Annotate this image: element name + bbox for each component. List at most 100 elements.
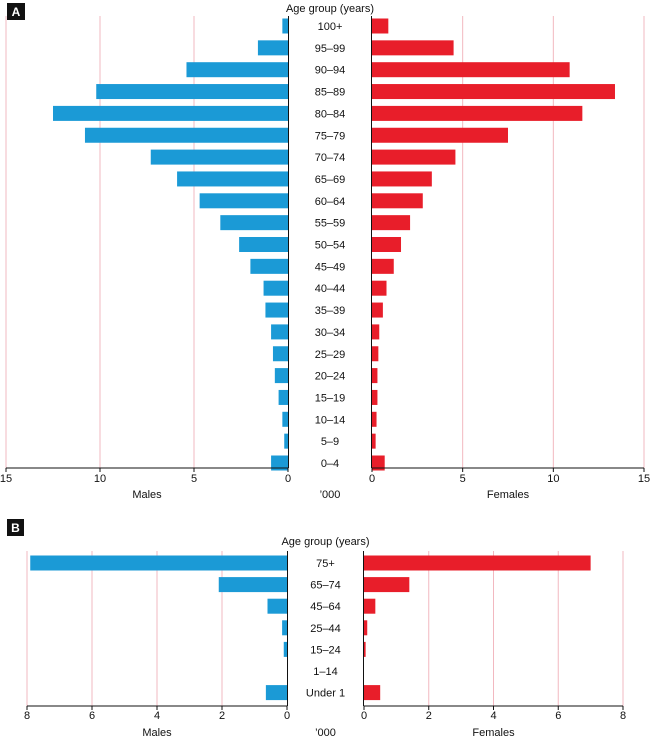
panel-badge-label: A — [12, 5, 21, 19]
bar-females — [372, 127, 508, 143]
bar-males — [274, 368, 288, 384]
bar-females — [372, 40, 454, 56]
category-label: 20–24 — [315, 371, 346, 383]
category-label: 75–79 — [315, 130, 346, 142]
category-label: 0–4 — [321, 458, 339, 470]
bar-males — [220, 215, 288, 231]
category-label: 40–44 — [315, 283, 346, 295]
tick-label-left: 15 — [0, 473, 12, 485]
bar-females — [364, 577, 410, 593]
bar-females — [372, 193, 423, 209]
bar-females — [364, 641, 366, 657]
tick-label-right: 2 — [426, 710, 432, 722]
panel-badge — [7, 519, 24, 536]
category-label: 10–14 — [315, 414, 346, 426]
tick-label-left: 8 — [24, 710, 30, 722]
panel-badge — [7, 3, 25, 20]
bar-males — [284, 433, 288, 449]
bar-females — [372, 62, 570, 78]
tick-label-right: 15 — [638, 473, 650, 485]
category-label: 50–54 — [315, 240, 346, 252]
bar-females — [364, 685, 381, 701]
bar-males — [267, 598, 287, 614]
category-label: 15–19 — [315, 392, 346, 404]
bar-males — [278, 389, 288, 405]
bar-females — [372, 84, 615, 100]
category-label: 1–14 — [313, 666, 337, 678]
bar-males — [218, 577, 287, 593]
category-label: 30–34 — [315, 327, 346, 339]
bar-females — [372, 346, 379, 362]
bar-males — [271, 324, 288, 340]
category-label: 45–64 — [310, 601, 341, 613]
bar-males — [271, 455, 288, 471]
bar-males — [257, 40, 288, 56]
tick-label-left: 4 — [154, 710, 160, 722]
bar-females — [372, 280, 387, 296]
bar-males — [239, 237, 288, 252]
tick-label-left: 10 — [94, 473, 106, 485]
age-group-title: Age group (years) — [286, 3, 374, 15]
bar-males — [282, 18, 288, 34]
units-label: ’000 — [320, 489, 341, 501]
bar-males — [30, 555, 287, 571]
category-label: 100+ — [318, 21, 343, 33]
category-label: 60–64 — [315, 196, 346, 208]
bar-males — [150, 149, 288, 165]
bar-females — [372, 171, 432, 187]
tick-label-left: 0 — [285, 473, 291, 485]
category-label: 70–74 — [315, 152, 346, 164]
females-axis-label: Females — [487, 489, 530, 501]
bar-males — [282, 620, 287, 636]
category-label: 65–69 — [315, 174, 346, 186]
bar-females — [364, 555, 591, 571]
bar-females — [372, 149, 456, 165]
panel-badge-label: B — [11, 521, 20, 535]
bar-males — [283, 641, 287, 657]
bar-females — [364, 620, 368, 636]
bar-females — [372, 368, 378, 384]
tick-label-right: 4 — [490, 710, 496, 722]
category-label: 45–49 — [315, 261, 346, 273]
bar-females — [372, 433, 376, 449]
age-group-title: Age group (years) — [281, 536, 369, 548]
bar-females — [364, 598, 376, 614]
tick-label-right: 5 — [460, 473, 466, 485]
tick-label-right: 0 — [369, 473, 375, 485]
category-label: 65–74 — [310, 580, 341, 592]
category-label: 75+ — [316, 558, 335, 570]
bar-males — [84, 127, 289, 143]
panel-a: 100+ 95–99 90–94 85–89 80–84 75–79 70–74 65–69 6… — [0, 3, 650, 501]
bar-females — [372, 302, 383, 318]
units-label: ’000 — [315, 727, 336, 739]
bar-males — [186, 62, 288, 78]
category-label: 90–94 — [315, 65, 346, 77]
tick-label-right: 10 — [547, 473, 559, 485]
bar-females — [372, 389, 378, 405]
category-label: 35–39 — [315, 305, 346, 317]
males-axis-label: Males — [142, 727, 172, 739]
bar-males — [53, 105, 288, 121]
tick-label-right: 0 — [361, 710, 367, 722]
category-label: 25–44 — [310, 623, 341, 635]
bar-females — [372, 324, 380, 340]
category-label: Under 1 — [306, 688, 345, 700]
category-label: 80–84 — [315, 108, 346, 120]
bar-males — [96, 84, 289, 100]
bar-females — [372, 18, 389, 34]
category-label: 95–99 — [315, 43, 346, 55]
bar-females — [372, 258, 394, 274]
tick-label-left: 2 — [219, 710, 225, 722]
category-label: 5–9 — [321, 436, 339, 448]
panel-b: 75+ 65–74 45–64 25–44 15–24 1–14 Under 1 0 0 2 2 4 4… — [7, 519, 626, 739]
bar-males — [250, 258, 288, 274]
bar-males — [263, 280, 288, 296]
tick-label-left: 5 — [191, 473, 197, 485]
tick-label-right: 8 — [620, 710, 626, 722]
females-axis-label: Females — [472, 727, 515, 739]
tick-label-left: 6 — [89, 710, 95, 722]
bar-females — [372, 105, 583, 121]
bar-females — [372, 215, 411, 231]
category-label: 55–59 — [315, 218, 346, 230]
